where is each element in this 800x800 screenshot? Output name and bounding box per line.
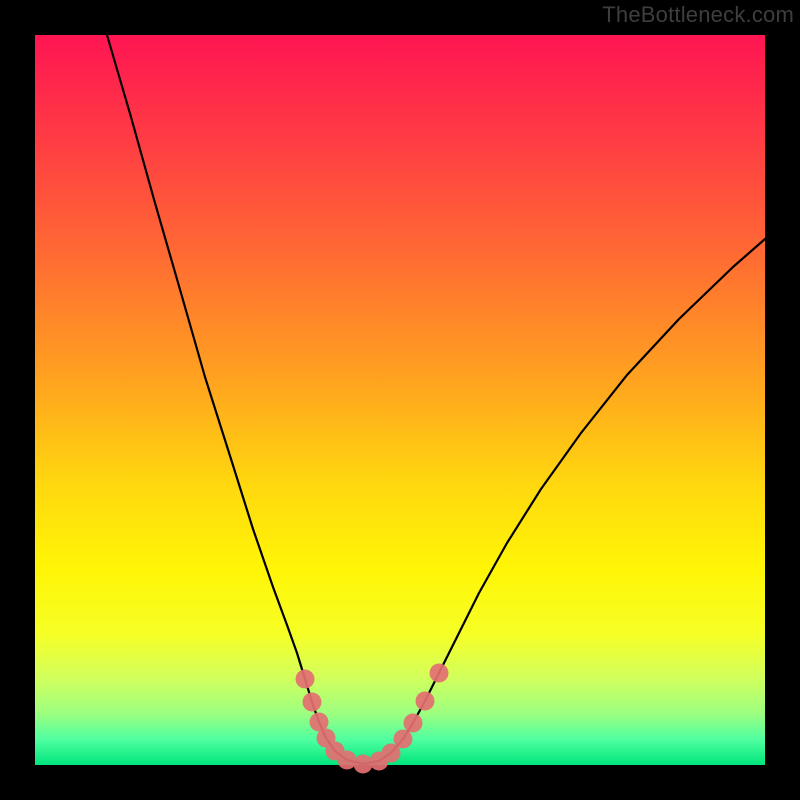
marker-dot	[296, 670, 315, 689]
chart-container: TheBottleneck.com	[0, 0, 800, 800]
marker-dot	[354, 755, 373, 774]
marker-dot	[430, 664, 449, 683]
marker-dot	[303, 693, 322, 712]
marker-dot	[404, 714, 423, 733]
marker-dot	[338, 751, 357, 770]
marker-dot	[394, 730, 413, 749]
plot-background	[35, 35, 765, 765]
bottleneck-chart	[0, 0, 800, 800]
watermark-text: TheBottleneck.com	[602, 2, 794, 28]
marker-dot	[416, 692, 435, 711]
